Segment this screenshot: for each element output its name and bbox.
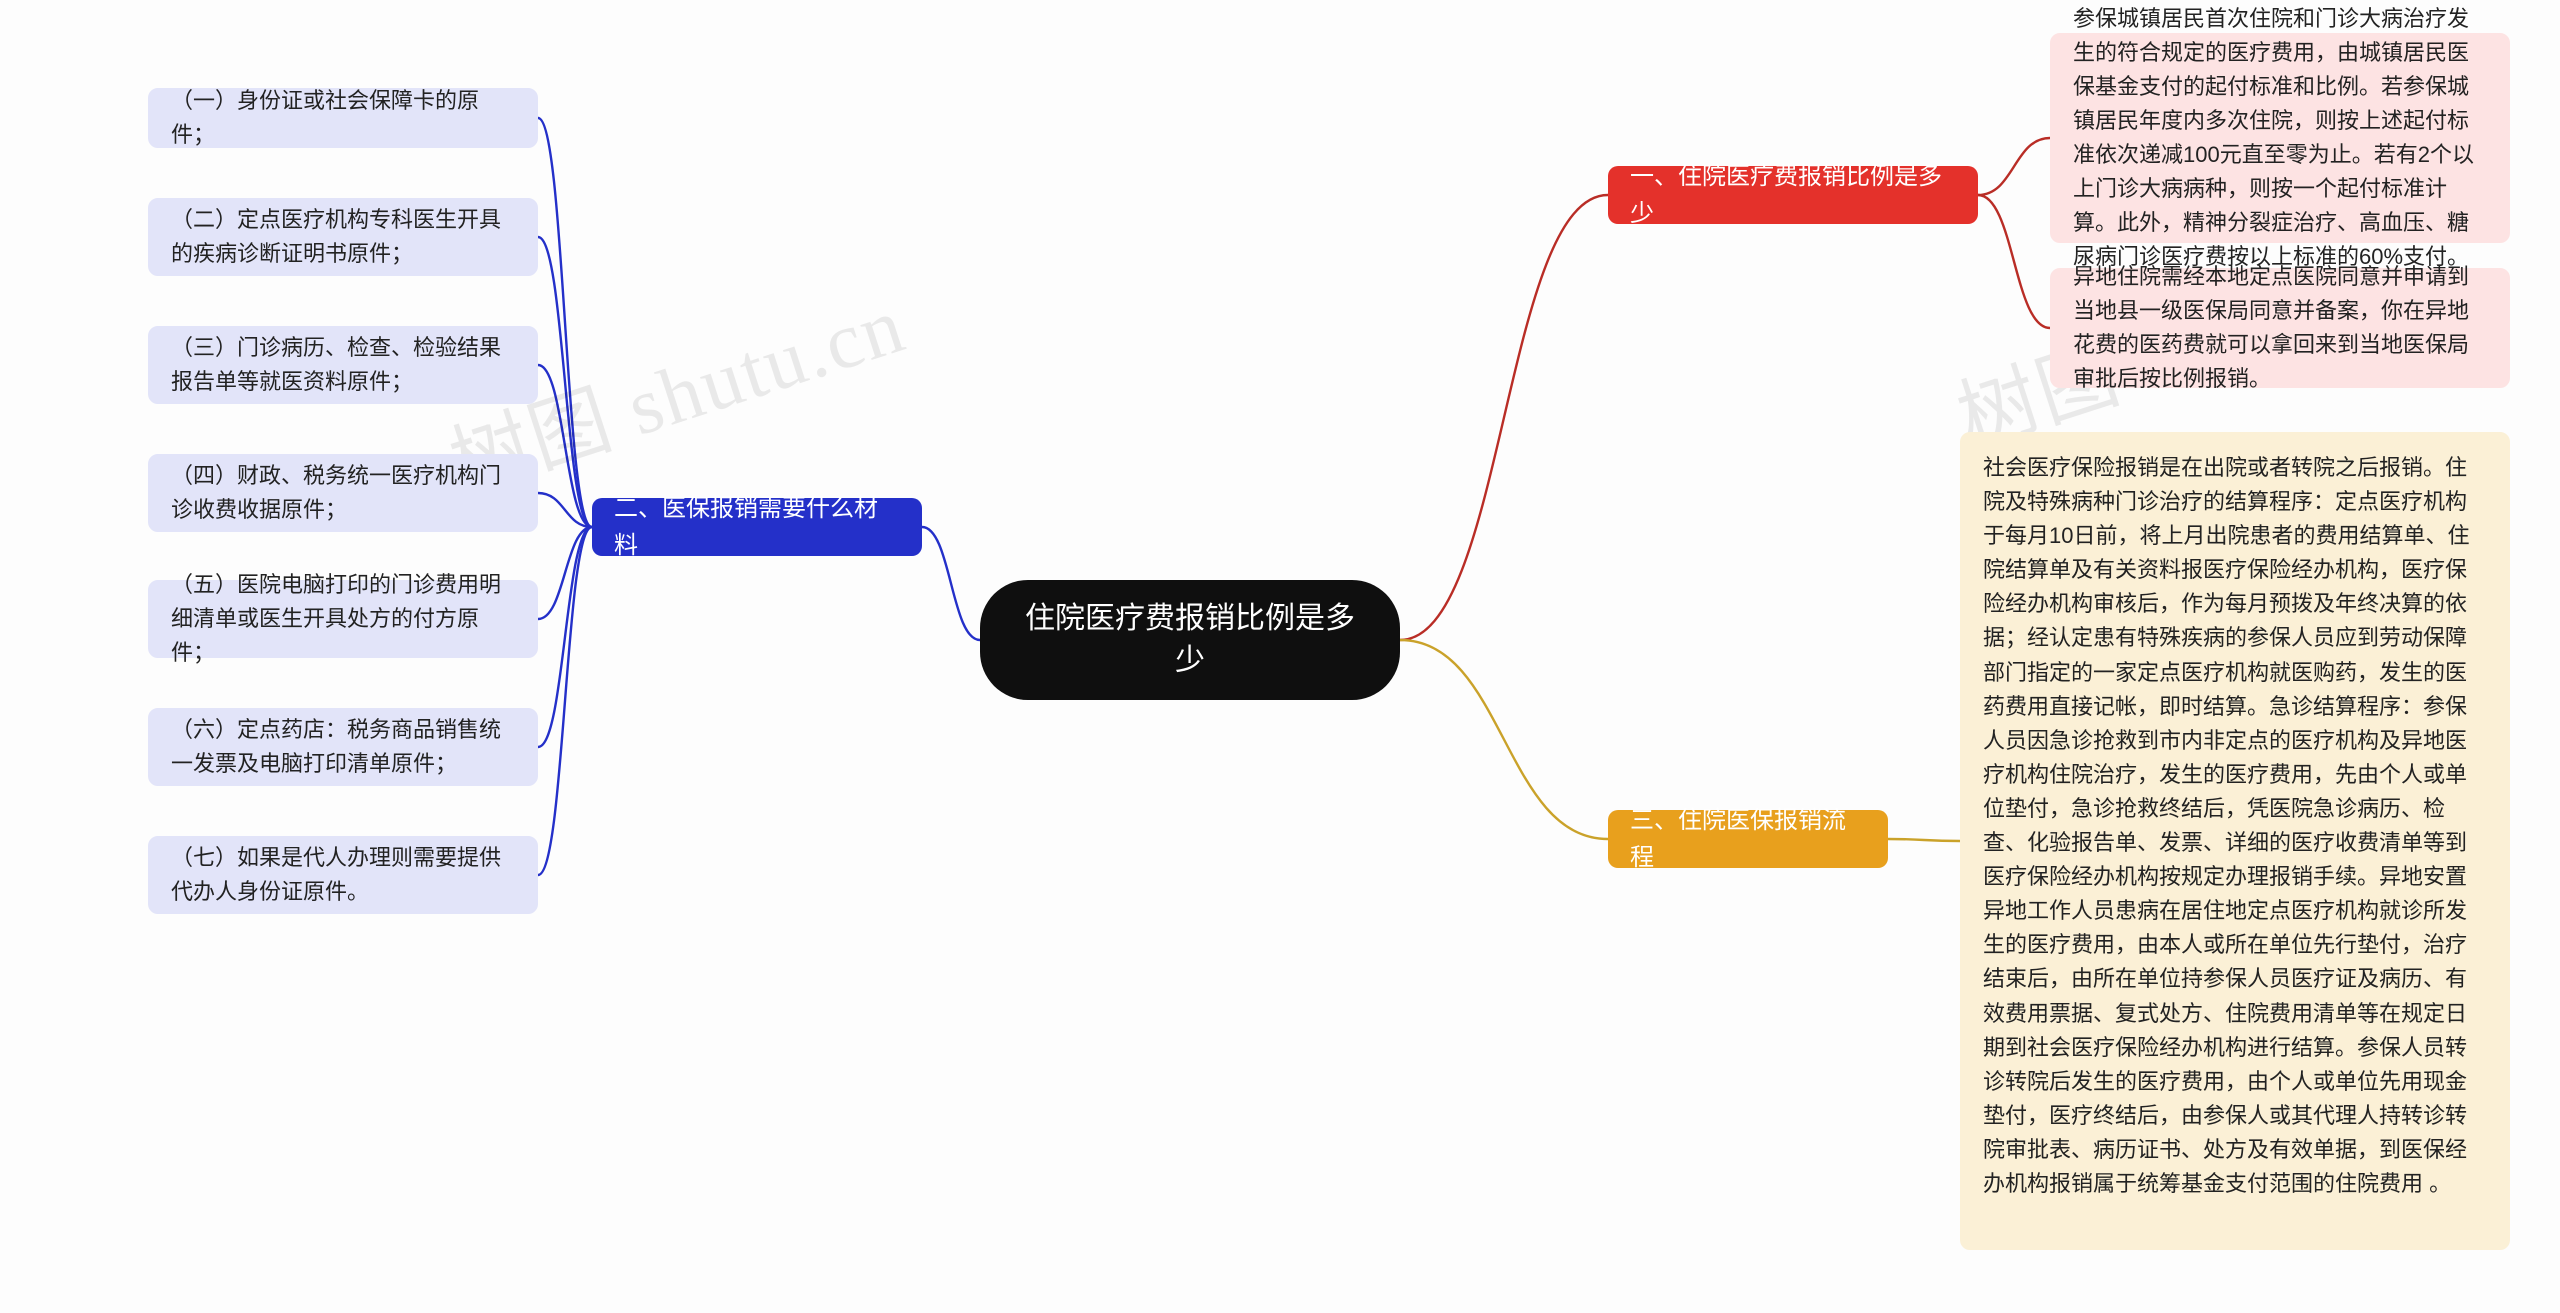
leaf-text: 参保城镇居民首次住院和门诊大病治疗发生的符合规定的医疗费用，由城镇居民医保基金支… bbox=[2073, 2, 2487, 275]
leaf-text: （六）定点药店：税务商品销售统一发票及电脑打印清单原件； bbox=[171, 713, 515, 781]
leaf-node[interactable]: （一）身份证或社会保障卡的原件； bbox=[148, 88, 538, 148]
leaf-text: 异地住院需经本地定点医院同意并申请到当地县一级医保局同意并备案，你在异地花费的医… bbox=[2073, 260, 2487, 396]
leaf-text: （四）财政、税务统一医疗机构门诊收费收据原件； bbox=[171, 459, 515, 527]
leaf-node[interactable]: （四）财政、税务统一医疗机构门诊收费收据原件； bbox=[148, 454, 538, 532]
leaf-text: （二）定点医疗机构专科医生开具的疾病诊断证明书原件； bbox=[171, 203, 515, 271]
leaf-node[interactable]: （七）如果是代人办理则需要提供代办人身份证原件。 bbox=[148, 836, 538, 914]
leaf-node[interactable]: 社会医疗保险报销是在出院或者转院之后报销。住院及特殊病种门诊治疗的结算程序：定点… bbox=[1960, 432, 2510, 1250]
branch-label: 二、医保报销需要什么材料 bbox=[614, 490, 900, 564]
branch-label: 三、住院医保报销流程 bbox=[1630, 802, 1866, 876]
leaf-node[interactable]: （三）门诊病历、检查、检验结果报告单等就医资料原件； bbox=[148, 326, 538, 404]
leaf-text: （三）门诊病历、检查、检验结果报告单等就医资料原件； bbox=[171, 331, 515, 399]
leaf-node[interactable]: 异地住院需经本地定点医院同意并申请到当地县一级医保局同意并备案，你在异地花费的医… bbox=[2050, 268, 2510, 388]
watermark-en: shutu.cn bbox=[617, 281, 915, 453]
leaf-node[interactable]: （五）医院电脑打印的门诊费用明细清单或医生开具处方的付方原件； bbox=[148, 580, 538, 658]
mindmap-canvas: { "type": "mindmap", "canvas": { "width"… bbox=[0, 0, 2560, 1313]
leaf-text: （一）身份证或社会保障卡的原件； bbox=[171, 84, 515, 152]
leaf-node[interactable]: （二）定点医疗机构专科医生开具的疾病诊断证明书原件； bbox=[148, 198, 538, 276]
branch-node-3[interactable]: 三、住院医保报销流程 bbox=[1608, 810, 1888, 868]
leaf-node[interactable]: （六）定点药店：税务商品销售统一发票及电脑打印清单原件； bbox=[148, 708, 538, 786]
leaf-text: （五）医院电脑打印的门诊费用明细清单或医生开具处方的付方原件； bbox=[171, 568, 515, 670]
leaf-text: 社会医疗保险报销是在出院或者转院之后报销。住院及特殊病种门诊治疗的结算程序：定点… bbox=[1983, 451, 2487, 1201]
leaf-node[interactable]: 参保城镇居民首次住院和门诊大病治疗发生的符合规定的医疗费用，由城镇居民医保基金支… bbox=[2050, 33, 2510, 243]
branch-node-1[interactable]: 一、住院医疗费报销比例是多少 bbox=[1608, 166, 1978, 224]
branch-label: 一、住院医疗费报销比例是多少 bbox=[1630, 158, 1956, 232]
branch-node-2[interactable]: 二、医保报销需要什么材料 bbox=[592, 498, 922, 556]
root-label: 住院医疗费报销比例是多少 bbox=[1024, 598, 1356, 682]
mindmap-root[interactable]: 住院医疗费报销比例是多少 bbox=[980, 580, 1400, 700]
leaf-text: （七）如果是代人办理则需要提供代办人身份证原件。 bbox=[171, 841, 515, 909]
